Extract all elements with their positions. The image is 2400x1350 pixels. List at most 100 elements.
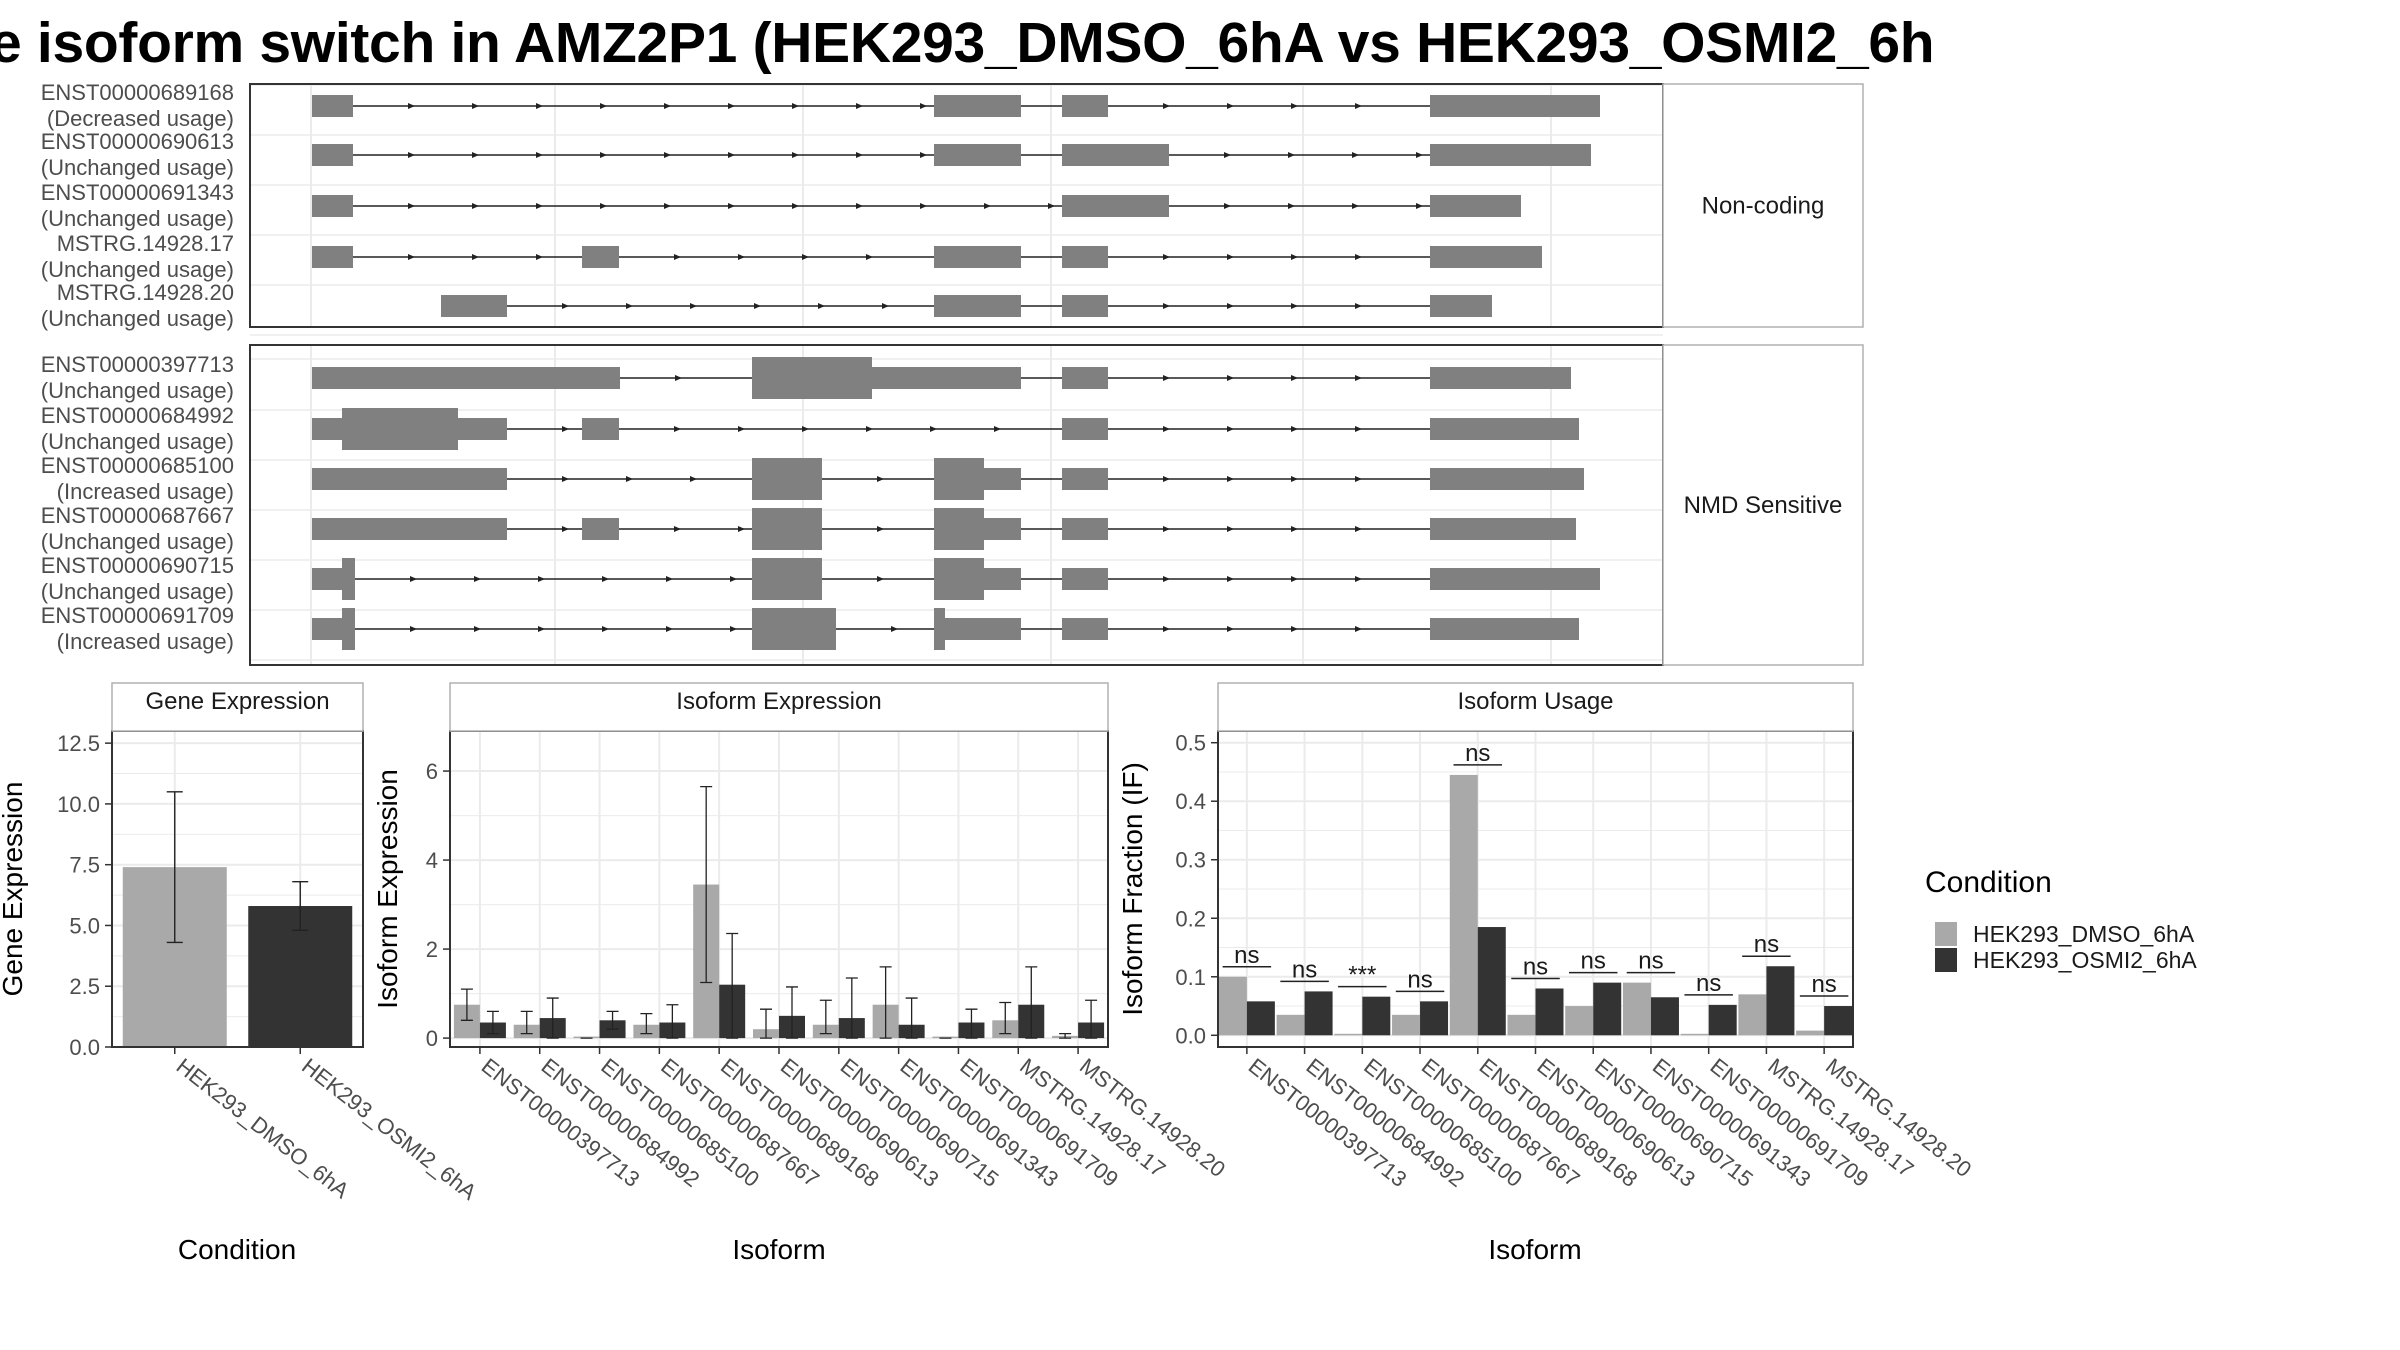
intron-arrow <box>664 103 671 109</box>
facet-strip <box>1662 83 1864 328</box>
intron-arrow <box>1163 526 1170 532</box>
isoform-usage-label: (Unchanged usage) <box>41 206 234 231</box>
error-bar <box>965 1008 978 1039</box>
isoform-usage-label: (Decreased usage) <box>47 106 234 131</box>
y-tick-label: 0.5 <box>1175 731 1206 756</box>
exon-block <box>934 95 1021 117</box>
intron-arrow <box>1352 203 1359 209</box>
panel-strip <box>111 682 364 732</box>
bar <box>1392 1014 1421 1036</box>
intron-arrow <box>1163 426 1170 432</box>
isoform-id-label: MSTRG.14928.20 <box>57 280 234 305</box>
panel-strip-title: Gene Expression <box>145 688 329 715</box>
exon-block <box>752 608 836 650</box>
isoform-id-label: ENST00000690613 <box>41 129 234 154</box>
panel-strip <box>1217 682 1854 732</box>
intron-arrow <box>1048 203 1055 209</box>
bar <box>1218 976 1247 1036</box>
error-bar <box>819 999 832 1035</box>
error-bar <box>546 997 559 1039</box>
exon-block <box>1430 568 1600 590</box>
exon-block <box>1430 295 1492 317</box>
isoform-id-label: ENST00000397713 <box>41 352 234 377</box>
intron-arrow <box>1163 103 1170 109</box>
intron-arrow <box>408 152 415 158</box>
intron-arrow <box>1227 426 1234 432</box>
exon-block <box>934 295 1021 317</box>
exon-block <box>1062 568 1108 590</box>
y-tick-label: 0.1 <box>1175 965 1206 990</box>
intron-arrow <box>1227 303 1234 309</box>
intron-arrow <box>536 152 543 158</box>
intron-arrow <box>1355 476 1362 482</box>
intron-arrow <box>675 375 682 381</box>
exon-block <box>934 246 1021 268</box>
intron-arrow <box>602 626 609 632</box>
error-bar <box>1085 999 1098 1039</box>
intron-arrow <box>666 626 673 632</box>
legend-swatch <box>1935 922 1957 946</box>
intron-arrow <box>882 303 889 309</box>
intron-arrow <box>472 152 479 158</box>
intron-arrow <box>474 626 481 632</box>
intron-arrow <box>410 626 417 632</box>
intron-arrow <box>600 152 607 158</box>
intron-arrow <box>664 152 671 158</box>
y-tick-label: 0.0 <box>1175 1023 1206 1048</box>
exon-block <box>1430 144 1591 166</box>
bar <box>1507 1014 1536 1036</box>
exon-block <box>312 195 353 217</box>
y-tick-label: 0 <box>426 1026 438 1051</box>
y-tick-label: 6 <box>426 759 438 784</box>
isoform-usage-label: (Unchanged usage) <box>41 257 234 282</box>
intron-arrow <box>600 103 607 109</box>
error-bar <box>640 1012 653 1035</box>
intron-arrow <box>1163 375 1170 381</box>
exon-block <box>312 95 353 117</box>
intron-arrow <box>1227 526 1234 532</box>
significance-label: ns <box>1292 956 1317 983</box>
error-bar <box>1059 1033 1072 1039</box>
exon-block <box>752 357 872 399</box>
intron-arrow <box>1355 626 1362 632</box>
intron-arrow <box>562 476 569 482</box>
intron-arrow <box>1355 103 1362 109</box>
exon-block <box>312 618 342 640</box>
bar-panel-3: ns ns *** ns ns ns ns ns ns ns ns Isoform Usage 0.0 0… <box>1117 682 1976 1265</box>
intron-arrow <box>920 103 927 109</box>
intron-arrow <box>792 103 799 109</box>
intron-arrow <box>562 303 569 309</box>
error-bar <box>999 1001 1012 1035</box>
exon-block <box>312 518 507 540</box>
intron-arrow <box>1163 626 1170 632</box>
intron-arrow <box>738 254 745 260</box>
intron-arrow <box>472 254 479 260</box>
error-bar <box>1025 966 1038 1039</box>
intron-arrow <box>730 626 737 632</box>
intron-arrow <box>1416 203 1423 209</box>
intron-arrow <box>626 476 633 482</box>
intron-arrow <box>1291 426 1298 432</box>
error-bar <box>879 966 892 1039</box>
isoform-usage-label: (Unchanged usage) <box>41 306 234 331</box>
exon-block <box>1062 195 1169 217</box>
exon-block <box>312 367 620 389</box>
exon-block <box>342 408 458 450</box>
exon-block <box>1430 95 1600 117</box>
significance-label: ns <box>1234 942 1259 969</box>
exon-block <box>1430 195 1521 217</box>
exon-block <box>934 508 984 550</box>
intron-arrow <box>866 426 873 432</box>
intron-arrow <box>1227 476 1234 482</box>
intron-arrow <box>802 254 809 260</box>
facet-strip <box>1662 344 1864 666</box>
intron-arrow <box>1163 303 1170 309</box>
panel-strip <box>449 682 1109 732</box>
intron-arrow <box>1288 152 1295 158</box>
exon-block <box>934 458 984 500</box>
intron-arrow <box>1291 375 1298 381</box>
intron-arrow <box>474 576 481 582</box>
exon-block <box>1062 367 1108 389</box>
exon-block <box>1062 295 1108 317</box>
intron-arrow <box>1291 303 1298 309</box>
